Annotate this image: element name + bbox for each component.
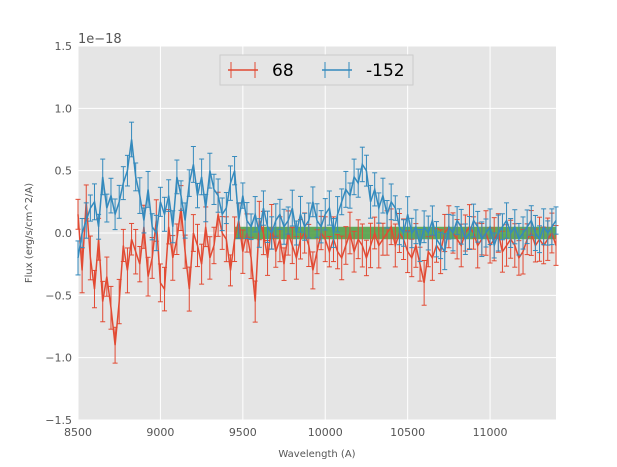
legend-label: -152 (366, 61, 405, 81)
series-line (77, 139, 557, 259)
series-line (77, 201, 557, 346)
series-layer (75, 121, 559, 364)
x-axis-label: Wavelength (A) (278, 449, 355, 460)
y-tick-label: 1.5 (55, 40, 73, 53)
y-axis-label: Flux (erg/s/cm^2/A) (24, 183, 35, 283)
x-tick-label: 9500 (229, 426, 257, 439)
y-tick-label: −0.5 (45, 289, 72, 302)
x-tick-label: 8500 (64, 426, 92, 439)
legend-entry-1: 68 (228, 61, 294, 81)
series-2 (75, 121, 559, 276)
x-axis: 8500 9000 9500 10000 10500 11000 (64, 426, 508, 439)
y-tick-label: 1.0 (55, 102, 73, 115)
y-axis: −1.5 −1.0 −0.5 0.0 0.5 1.0 1.5 (45, 40, 72, 427)
legend-label: 68 (272, 61, 294, 81)
x-tick-label: 9000 (146, 426, 174, 439)
x-tick-label: 10500 (390, 426, 425, 439)
legend: 68 -152 (219, 54, 414, 86)
x-tick-label: 10000 (308, 426, 343, 439)
legend-entry-2: -152 (322, 61, 405, 81)
y-tick-label: 0.5 (55, 165, 73, 178)
y-tick-label: 0.0 (55, 227, 73, 240)
y-tick-label: −1.5 (45, 414, 72, 427)
x-tick-label: 11000 (473, 426, 508, 439)
y-tick-label: −1.0 (45, 352, 72, 365)
y-offset-text: 1e−18 (78, 32, 122, 47)
